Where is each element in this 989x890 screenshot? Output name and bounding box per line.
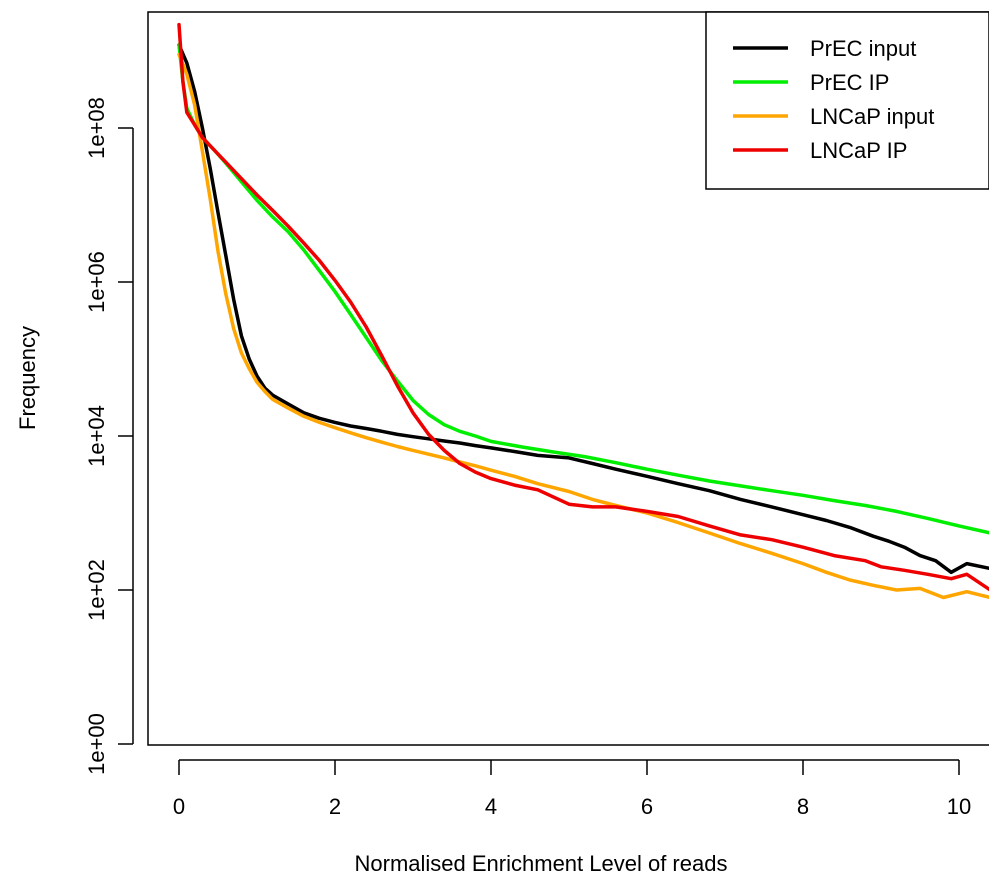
legend: PrEC input PrEC IP LNCaP input LNCaP IP <box>705 11 989 190</box>
series-layer <box>177 22 989 600</box>
y-tick-label: 1e+02 <box>84 559 109 621</box>
series-line-lncap-ip <box>177 22 989 592</box>
legend-label: LNCaP IP <box>810 138 907 163</box>
series-line-lncap-input <box>177 52 989 600</box>
legend-items: PrEC input PrEC IP LNCaP input LNCaP IP <box>733 36 934 163</box>
y-tick-label: 1e+00 <box>84 713 109 775</box>
series-line-prec-input <box>177 43 989 575</box>
plot-frame <box>147 11 989 746</box>
legend-label: PrEC IP <box>810 70 889 95</box>
x-tick-label: 10 <box>947 794 971 819</box>
x-tick-label: 2 <box>329 794 341 819</box>
x-tick-label: 6 <box>641 794 653 819</box>
legend-box <box>705 11 989 190</box>
legend-label: PrEC input <box>810 36 916 61</box>
x-tick-label: 8 <box>797 794 809 819</box>
x-tick-label: 0 <box>173 794 185 819</box>
y-axis-title: Frequency <box>15 326 40 430</box>
y-tick-label: 1e+08 <box>84 97 109 159</box>
x-axis: 0 2 4 6 8 10 <box>173 759 971 819</box>
y-axis: 1e+00 1e+02 1e+04 1e+06 1e+08 <box>84 97 134 775</box>
x-axis-title: Normalised Enrichment Level of reads <box>355 851 728 876</box>
y-tick-label: 1e+06 <box>84 251 109 313</box>
x-tick-label: 4 <box>485 794 497 819</box>
y-tick-label: 1e+04 <box>84 405 109 467</box>
legend-label: LNCaP input <box>810 104 934 129</box>
